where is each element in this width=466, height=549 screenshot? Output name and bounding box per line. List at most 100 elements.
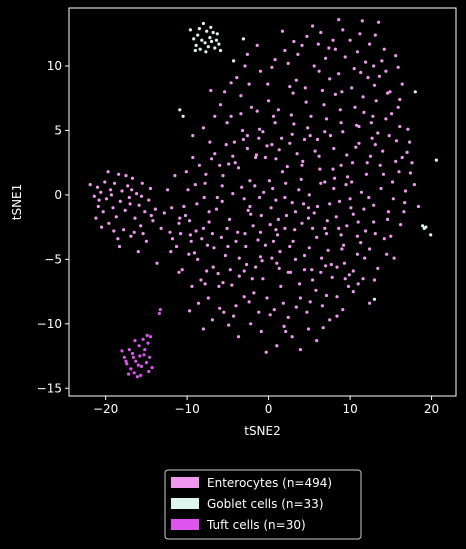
point-series-0-400: [226, 244, 230, 249]
point-series-1-2: [194, 43, 198, 48]
y-tick-label: 0: [54, 188, 62, 202]
point-series-0-88: [252, 291, 256, 295]
point-series-0-100: [276, 108, 280, 112]
point-series-0-73: [221, 174, 225, 178]
point-series-0-112: [301, 159, 305, 163]
point-series-0-80: [236, 230, 240, 234]
point-series-0-291: [341, 308, 345, 312]
point-series-0-263: [291, 91, 295, 95]
point-series-1-17: [193, 48, 197, 53]
point-series-0-64: [203, 181, 207, 185]
point-series-0-205: [236, 166, 241, 170]
point-series-0-368: [385, 252, 389, 256]
point-series-0-16: [122, 228, 126, 232]
point-series-0-231: [306, 126, 310, 130]
point-series-0-213: [367, 195, 371, 200]
point-series-0-60: [195, 202, 199, 206]
point-series-0-11: [113, 181, 117, 185]
point-series-0-303: [288, 141, 292, 145]
point-series-0-203: [204, 172, 208, 176]
x-tick-label: 20: [424, 402, 439, 416]
point-series-0-17: [123, 208, 127, 212]
point-series-0-163: [406, 127, 410, 131]
point-series-0-65: [205, 243, 210, 247]
point-series-0-425: [292, 122, 296, 126]
point-series-0-383: [170, 206, 174, 210]
point-series-0-184: [355, 50, 359, 54]
point-series-0-327: [353, 105, 357, 109]
point-series-0-34: [94, 216, 98, 220]
point-series-0-32: [153, 207, 157, 211]
point-series-0-179: [235, 76, 239, 80]
point-series-0-259: [242, 295, 246, 299]
point-series-0-287: [271, 239, 276, 243]
point-series-0-126: [329, 262, 333, 267]
point-series-0-285: [236, 335, 241, 339]
point-series-0-405: [306, 216, 311, 220]
point-series-0-218: [261, 277, 265, 281]
point-series-0-260: [254, 153, 258, 157]
point-series-0-247: [258, 230, 263, 234]
point-series-1-3: [196, 33, 200, 37]
point-series-0-77: [229, 114, 233, 118]
point-series-0-82: [240, 185, 244, 189]
point-series-0-148: [374, 99, 378, 103]
point-series-2-3: [129, 367, 133, 371]
point-series-0-24: [137, 203, 141, 207]
point-series-0-367: [372, 278, 377, 282]
point-series-1-11: [210, 39, 214, 44]
point-series-0-207: [269, 206, 273, 210]
plot-frame: [68, 7, 457, 397]
point-series-0-389: [284, 181, 288, 185]
point-series-0-346: [293, 210, 298, 214]
point-series-0-304: [302, 137, 307, 142]
point-series-0-338: [341, 28, 345, 32]
point-series-0-384: [184, 170, 188, 174]
point-series-0-36: [124, 174, 128, 178]
point-series-0-125: [327, 46, 331, 50]
point-series-0-13: [117, 172, 121, 176]
point-series-0-145: [368, 301, 372, 305]
point-series-0-292: [361, 277, 365, 281]
point-series-0-275: [328, 134, 333, 138]
point-series-0-89: [254, 155, 258, 160]
point-series-0-453: [386, 91, 390, 95]
point-series-0-323: [386, 217, 390, 221]
point-series-0-411: [221, 281, 225, 285]
point-series-0-369: [273, 58, 277, 62]
point-series-0-258: [230, 283, 234, 287]
point-series-0-193: [231, 192, 235, 196]
point-series-0-413: [254, 265, 258, 269]
point-series-0-33: [155, 261, 159, 265]
point-series-0-353: [182, 204, 186, 209]
point-series-1-12: [211, 30, 215, 35]
point-series-0-365: [340, 247, 344, 251]
point-series-0-374: [300, 43, 304, 48]
point-series-1-25: [413, 90, 417, 94]
point-series-0-59: [192, 251, 197, 255]
point-series-1-23: [178, 108, 182, 112]
point-series-0-158: [394, 139, 399, 143]
point-series-0-43: [128, 202, 132, 206]
point-series-0-297: [191, 155, 195, 160]
point-series-0-168: [227, 323, 231, 327]
point-series-0-308: [376, 131, 380, 135]
point-series-0-415: [286, 270, 290, 274]
point-series-0-310: [405, 150, 409, 154]
point-series-0-264: [303, 86, 307, 90]
point-series-0-429: [357, 125, 361, 129]
y-axis-label: tSNE1: [10, 184, 24, 221]
point-series-0-328: [337, 72, 341, 76]
point-series-0-385: [210, 157, 214, 161]
point-series-0-31: [151, 219, 155, 223]
point-series-0-151: [380, 59, 384, 63]
point-series-0-446: [306, 327, 311, 331]
point-series-0-93: [262, 190, 266, 194]
point-series-0-444: [268, 313, 272, 317]
point-series-0-316: [218, 306, 222, 310]
point-series-2-27: [133, 339, 137, 343]
point-series-0-306: [339, 163, 343, 167]
point-series-2-10: [139, 364, 144, 368]
point-series-0-74: [223, 253, 227, 258]
point-series-0-239: [288, 244, 292, 249]
